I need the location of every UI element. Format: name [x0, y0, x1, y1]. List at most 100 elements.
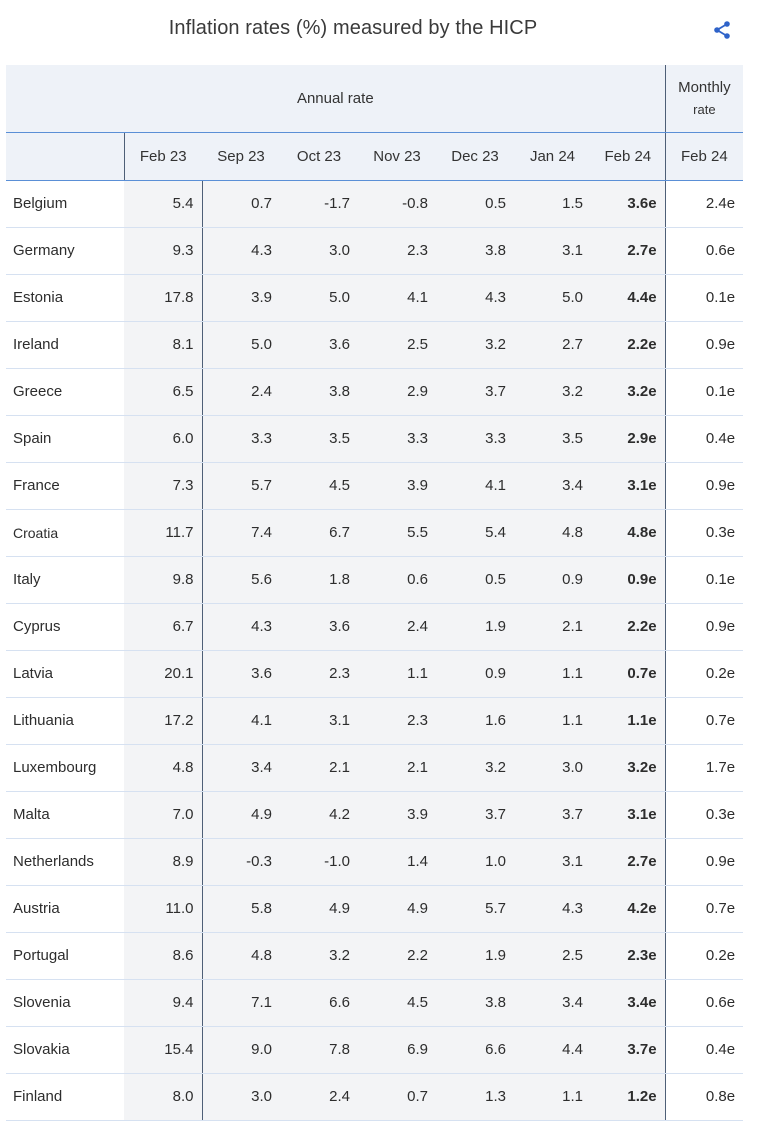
column-header-dec23: Dec 23	[436, 132, 514, 181]
country-cell: Portugal	[6, 932, 124, 980]
annual-rate-cell: 2.9	[358, 368, 436, 416]
annual-rate-cell: 3.9	[358, 462, 436, 510]
annual-rate-cell: 6.6	[280, 979, 358, 1027]
monthly-rate-cell: 2.4e	[664, 180, 744, 228]
annual-rate-cell: 1.3	[436, 1073, 514, 1121]
annual-rate-cell: 7.3	[124, 462, 203, 510]
table-row: France 7.3 5.7 4.5 3.9 4.1 3.4 3.1e 0.9e	[6, 462, 744, 510]
annual-rate-cell: 4.3	[202, 603, 280, 651]
country-cell: Austria	[6, 885, 124, 933]
table-row: Croatia 11.7 7.4 6.7 5.5 5.4 4.8 4.8e 0.3e	[6, 509, 744, 557]
annual-rate-cell: 17.8	[124, 274, 203, 322]
monthly-rate-cell: 0.6e	[664, 227, 744, 275]
country-cell: Greece	[6, 368, 124, 416]
annual-rate-cell: 3.3	[358, 415, 436, 463]
country-cell: Slovakia	[6, 1026, 124, 1074]
annual-rate-cell: -0.8	[358, 180, 436, 228]
monthly-rate-cell: 0.6e	[664, 979, 744, 1027]
table-row: Slovenia 9.4 7.1 6.6 4.5 3.8 3.4 3.4e 0.6e	[6, 979, 744, 1027]
annual-rate-cell: 3.2	[280, 932, 358, 980]
annual-rate-cell: 4.2e	[591, 885, 666, 933]
annual-rate-cell: 2.9e	[591, 415, 666, 463]
table-row: Portugal 8.6 4.8 3.2 2.2 1.9 2.5 2.3e 0.2e	[6, 932, 744, 980]
table-row: Latvia 20.1 3.6 2.3 1.1 0.9 1.1 0.7e 0.2e	[6, 650, 744, 698]
annual-rate-cell: 6.5	[124, 368, 203, 416]
monthly-rate-cell: 0.3e	[664, 509, 744, 557]
annual-rate-cell: 0.9e	[591, 556, 666, 604]
annual-rate-cell: 4.8e	[591, 509, 666, 557]
annual-rate-cell: 4.8	[514, 509, 591, 557]
annual-rate-cell: 4.3	[202, 227, 280, 275]
annual-rate-cell: 2.1	[514, 603, 591, 651]
column-header-oct23: Oct 23	[280, 132, 358, 181]
annual-rate-cell: 3.3	[202, 415, 280, 463]
country-cell: Slovenia	[6, 979, 124, 1027]
annual-rate-cell: 8.9	[124, 838, 203, 886]
monthly-rate-label-line1: Monthly	[678, 79, 731, 97]
annual-rate-cell: 3.9	[202, 274, 280, 322]
annual-rate-cell: 1.1e	[591, 697, 666, 745]
annual-rate-cell: 2.7e	[591, 838, 666, 886]
annual-rate-cell: 6.9	[358, 1026, 436, 1074]
column-header-sep23: Sep 23	[202, 132, 280, 181]
annual-rate-cell: 3.8	[436, 227, 514, 275]
table-row: Finland 8.0 3.0 2.4 0.7 1.3 1.1 1.2e 0.8e	[6, 1073, 744, 1121]
share-button[interactable]	[711, 19, 733, 41]
monthly-rate-cell: 0.1e	[664, 556, 744, 604]
annual-rate-cell: 4.8	[202, 932, 280, 980]
monthly-rate-cell: 0.7e	[664, 885, 744, 933]
annual-rate-cell: 5.5	[358, 509, 436, 557]
country-cell: Lithuania	[6, 697, 124, 745]
annual-rate-cell: 3.7e	[591, 1026, 666, 1074]
annual-rate-cell: 4.5	[280, 462, 358, 510]
annual-rate-cell: 3.2e	[591, 744, 666, 792]
annual-rate-cell: 4.3	[436, 274, 514, 322]
country-cell: Croatia	[6, 509, 124, 557]
annual-rate-cell: 5.4	[124, 180, 203, 228]
annual-rate-cell: 3.7	[436, 791, 514, 839]
annual-rate-cell: 1.1	[358, 650, 436, 698]
table-row: Spain 6.0 3.3 3.5 3.3 3.3 3.5 2.9e 0.4e	[6, 415, 744, 463]
annual-rate-cell: 7.1	[202, 979, 280, 1027]
country-column-header	[6, 132, 125, 181]
annual-rate-cell: 3.4	[514, 462, 591, 510]
monthly-rate-cell: 0.9e	[664, 603, 744, 651]
annual-rate-cell: 4.9	[202, 791, 280, 839]
annual-rate-cell: 1.4	[358, 838, 436, 886]
country-cell: Ireland	[6, 321, 124, 369]
annual-rate-cell: 2.2e	[591, 603, 666, 651]
annual-rate-cell: 2.5	[514, 932, 591, 980]
share-icon	[714, 21, 730, 39]
monthly-rate-cell: 0.1e	[664, 368, 744, 416]
annual-rate-cell: 1.9	[436, 932, 514, 980]
annual-rate-cell: 2.4	[202, 368, 280, 416]
annual-rate-cell: 0.9	[514, 556, 591, 604]
annual-rate-cell: 1.2e	[591, 1073, 666, 1121]
annual-rate-cell: -0.3	[202, 838, 280, 886]
annual-rate-cell: 3.9	[358, 791, 436, 839]
annual-rate-cell: 2.7	[514, 321, 591, 369]
country-cell: Spain	[6, 415, 124, 463]
annual-rate-cell: 8.1	[124, 321, 203, 369]
annual-rate-cell: 1.1	[514, 650, 591, 698]
annual-rate-cell: 3.6	[280, 603, 358, 651]
monthly-rate-cell: 0.4e	[664, 415, 744, 463]
country-cell: Malta	[6, 791, 124, 839]
country-cell: Latvia	[6, 650, 124, 698]
title-bar: Inflation rates (%) measured by the HICP	[0, 0, 760, 60]
annual-rate-cell: 20.1	[124, 650, 203, 698]
annual-rate-cell: 9.4	[124, 979, 203, 1027]
annual-rate-cell: 3.6	[280, 321, 358, 369]
annual-rate-cell: 5.8	[202, 885, 280, 933]
table-row: Estonia 17.8 3.9 5.0 4.1 4.3 5.0 4.4e 0.1e	[6, 274, 744, 322]
annual-rate-cell: 4.3	[514, 885, 591, 933]
annual-rate-cell: 2.3	[358, 227, 436, 275]
annual-rate-cell: 1.9	[436, 603, 514, 651]
monthly-rate-cell: 0.2e	[664, 650, 744, 698]
date-header-row: Feb 23 Sep 23 Oct 23 Nov 23 Dec 23 Jan 2…	[6, 132, 744, 181]
annual-rate-cell: 0.5	[436, 180, 514, 228]
monthly-rate-header: Monthly rate	[664, 65, 744, 133]
annual-rate-cell: 8.0	[124, 1073, 203, 1121]
annual-rate-cell: 0.7	[202, 180, 280, 228]
annual-rate-cell: 0.7e	[591, 650, 666, 698]
